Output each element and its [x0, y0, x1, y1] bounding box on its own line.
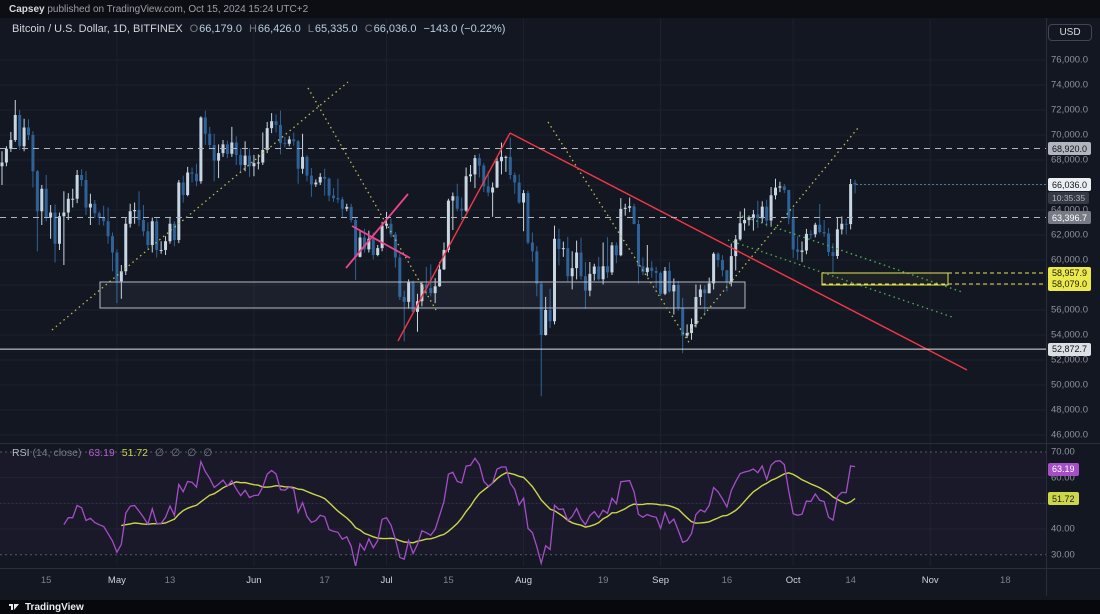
- rsi-pane: [0, 451, 1046, 556]
- time-axis-day-label: 19: [597, 575, 609, 586]
- yellow-zone-lower-price-label: 58,079.0: [1048, 277, 1092, 291]
- ohlc-close: C66,036.0: [365, 23, 417, 35]
- rsi-params: (14, close): [32, 447, 82, 459]
- countdown-label: 10:35:35: [1048, 192, 1090, 205]
- yellow-zone-upper-price-label: 58,957.9: [1048, 266, 1092, 280]
- time-axis-month-label: Jun: [246, 575, 262, 586]
- time-axis-month-label: Jul: [380, 575, 393, 586]
- chart-drawings: [0, 81, 1046, 371]
- price-axis-tick: 48,000.0: [1051, 404, 1088, 416]
- candles: [0, 100, 857, 397]
- rsi-axis-tick: 40.00: [1051, 523, 1075, 535]
- close-value: 66,036.0: [373, 23, 417, 35]
- ohlc-high: H66,426.0: [249, 23, 301, 35]
- trendline-drawing: [687, 127, 859, 335]
- rsi-title: RSI (14, close): [12, 447, 81, 459]
- publish-text: published on TradingView.com, Oct 15, 20…: [44, 3, 309, 15]
- resistance-line-price-label: 68,920.0: [1048, 142, 1092, 155]
- time-axis-month-label: May: [107, 575, 126, 586]
- time-axis-day-label: 15: [40, 575, 52, 586]
- time-axis-month-label: Oct: [785, 575, 801, 586]
- rsi-axis-tick: 70.00: [1051, 446, 1075, 458]
- trendline-drawing: [727, 239, 956, 319]
- mid-line-price-label: 63,396.7: [1048, 211, 1092, 225]
- price-axis-tick: 46,000.0: [1051, 429, 1088, 441]
- trendline-drawing: [397, 132, 511, 342]
- symbol-legend[interactable]: Bitcoin / U.S. Dollar, 1D, BITFINEX O66,…: [12, 23, 505, 35]
- trendline-drawing: [351, 225, 411, 259]
- time-axis-month-label: Sep: [652, 575, 670, 586]
- trendline-drawing: [509, 132, 968, 371]
- price-axis-tick: 62,000.0: [1051, 229, 1088, 241]
- rsi-indicator-legend[interactable]: RSI (14, close) 63.19 51.72 ∅ ∅ ∅ ∅: [12, 447, 214, 459]
- price-axis-tick: 60,000.0: [1051, 254, 1088, 266]
- open-value: 66,179.0: [199, 23, 242, 35]
- rsi-ma-value-label: 51.72: [1048, 492, 1079, 506]
- trendline-drawing: [345, 193, 409, 269]
- trendline-drawing: [741, 215, 963, 293]
- low-value: 65,335.0: [314, 23, 358, 35]
- time-axis-month-label: Aug: [515, 575, 532, 586]
- rsi-line: [63, 457, 856, 566]
- ohlc-low: L65,335.0: [308, 23, 358, 35]
- trendline-drawing: [547, 121, 691, 345]
- price-axis-tick: 52,000.0: [1051, 354, 1088, 366]
- rsi-name: RSI: [12, 447, 30, 459]
- high-value: 66,426.0: [257, 23, 301, 35]
- price-axis-tick: 54,000.0: [1051, 329, 1088, 341]
- price-axis[interactable]: [1047, 18, 1100, 568]
- low-label: L: [307, 23, 314, 35]
- footer-bar: TradingView: [0, 600, 1100, 614]
- publish-author: Capsey: [9, 3, 45, 15]
- rsi-hidden-plot-values: ∅ ∅ ∅ ∅: [155, 447, 215, 459]
- price-axis-tick: 74,000.0: [1051, 79, 1088, 91]
- price-axis-tick: 70,000.0: [1051, 129, 1088, 141]
- rsi-ma-legend-value: 51.72: [121, 447, 149, 459]
- price-axis-tick: 56,000.0: [1051, 304, 1088, 316]
- time-axis-day-label: 16: [721, 575, 733, 586]
- close-label: C: [364, 23, 373, 35]
- gridlines: [0, 19, 1046, 566]
- price-axis-tick: 72,000.0: [1051, 104, 1088, 116]
- open-label: O: [189, 23, 199, 35]
- trendline-drawing: [307, 87, 437, 311]
- rectangle-drawing: [821, 272, 949, 286]
- publish-info-bar: Capsey published on TradingView.com, Oct…: [0, 0, 1100, 18]
- time-axis-month-label: Nov: [921, 575, 939, 586]
- price-axis-tick: 76,000.0: [1051, 54, 1088, 66]
- rsi-value-label: 63.19: [1048, 462, 1079, 476]
- tradingview-logo-icon[interactable]: [8, 601, 20, 613]
- high-label: H: [248, 23, 257, 35]
- time-axis-day-label: 15: [443, 575, 454, 586]
- currency-unit-button[interactable]: USD: [1048, 24, 1092, 41]
- time-axis-day-label: 14: [845, 575, 856, 586]
- change-value: −143.0 (−0.22%): [423, 23, 506, 35]
- ohlc-open: O66,179.0: [190, 23, 242, 35]
- rsi-axis-tick: 60.00: [1051, 472, 1075, 484]
- time-axis-day-label: 18: [1000, 575, 1011, 586]
- time-axis-day-label: 17: [319, 575, 330, 586]
- footer-brand-link[interactable]: TradingView: [25, 601, 84, 613]
- last-price-label: 66,036.0: [1048, 178, 1092, 192]
- price-axis-tick: 68,000.0: [1051, 154, 1088, 166]
- rsi-axis-tick: 30.00: [1051, 549, 1075, 561]
- time-axis-day-label: 13: [164, 575, 176, 586]
- price-axis-tick: 50,000.0: [1051, 379, 1088, 391]
- support-line-price-label: 52,872.7: [1048, 342, 1092, 356]
- price-axis-tick: 64,000.0: [1051, 204, 1088, 216]
- rsi-legend-value: 63.19: [88, 447, 115, 459]
- symbol-title[interactable]: Bitcoin / U.S. Dollar, 1D, BITFINEX: [12, 23, 183, 35]
